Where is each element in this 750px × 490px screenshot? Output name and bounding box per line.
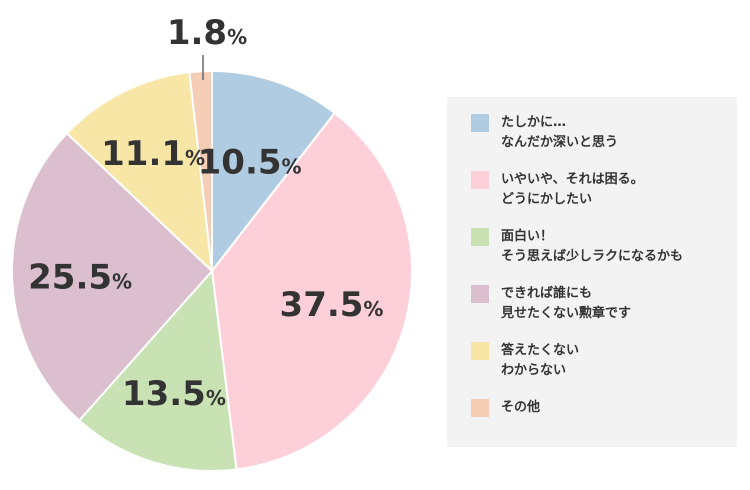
legend-item-5: 答えたくない わからない bbox=[471, 341, 737, 381]
pie-slice-3 bbox=[77, 268, 238, 472]
data-label-3: 13.5% bbox=[122, 374, 226, 414]
data-label-1: 10.5% bbox=[198, 142, 302, 182]
legend-item-4: できれば誰にも 見せたくない勲章です bbox=[471, 284, 737, 324]
legend-item-1: たしかに… なんだか深いと思う bbox=[471, 113, 737, 153]
pie-slice-4 bbox=[11, 131, 214, 422]
pie-slice-5 bbox=[65, 71, 214, 274]
pie-slice-2 bbox=[210, 111, 413, 471]
legend: たしかに… なんだか深いと思う いやいや、それは困る。 どうにかしたい面白い！ そ… bbox=[447, 97, 737, 447]
legend-swatch bbox=[471, 285, 489, 303]
legend-label: できれば誰にも 見せたくない勲章です bbox=[501, 286, 632, 321]
legend-item-3: 面白い！ そう思えば少しラクになるかも bbox=[471, 227, 737, 267]
data-label-4: 25.5% bbox=[28, 258, 132, 298]
pie-slice-1 bbox=[211, 69, 337, 274]
legend-swatch bbox=[471, 171, 489, 189]
data-label-5: 11.1% bbox=[101, 134, 205, 174]
pie-data-labels: 10.5% 37.5% 13.5% 25.5% 11.1% 1.8% bbox=[28, 13, 383, 414]
data-label-2: 37.5% bbox=[280, 285, 384, 325]
legend-label: 面白い！ そう思えば少しラクになるかも bbox=[501, 229, 684, 264]
legend-item-2: いやいや、それは困る。 どうにかしたい bbox=[471, 170, 737, 210]
data-label-6: 1.8% bbox=[167, 13, 247, 53]
legend-swatch bbox=[471, 114, 489, 132]
legend-item-6: その他 bbox=[471, 398, 737, 418]
legend-label: たしかに… なんだか深いと思う bbox=[501, 115, 619, 150]
legend-label: いやいや、それは困る。 どうにかしたい bbox=[501, 172, 644, 207]
pie-slices bbox=[11, 69, 413, 472]
legend-label: その他 bbox=[501, 400, 541, 415]
pie-slice-6 bbox=[188, 69, 213, 272]
legend-swatch bbox=[471, 399, 489, 417]
legend-swatch bbox=[471, 342, 489, 360]
legend-swatch bbox=[471, 228, 489, 246]
legend-label: 答えたくない わからない bbox=[501, 343, 580, 378]
